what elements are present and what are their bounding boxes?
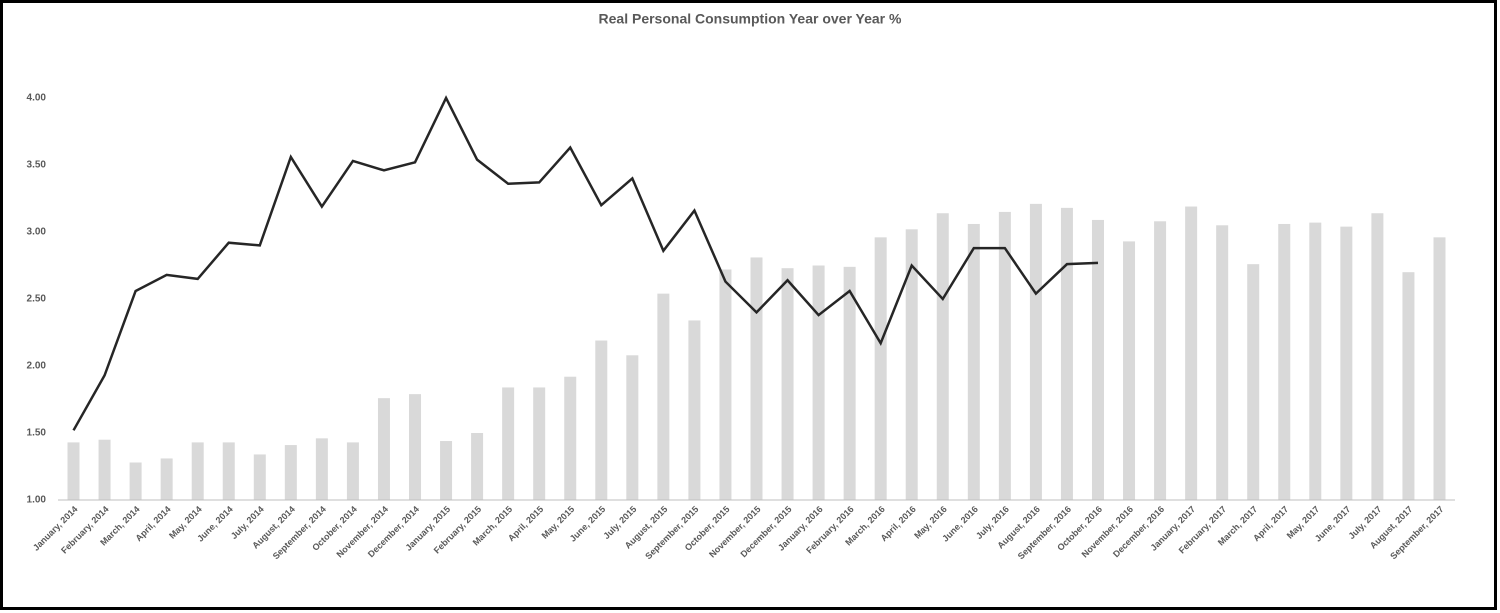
bar <box>1060 207 1073 500</box>
y-tick-label: 2.50 <box>27 294 47 305</box>
bar <box>284 445 297 500</box>
bar <box>1371 213 1384 501</box>
bar <box>874 237 887 501</box>
bar <box>1247 264 1260 500</box>
bar <box>409 394 422 500</box>
y-tick-label: 4.00 <box>27 93 47 104</box>
bar <box>253 454 266 500</box>
bar <box>626 355 639 500</box>
bar <box>440 441 453 500</box>
bar <box>750 257 763 500</box>
bar <box>719 269 732 500</box>
bar <box>1278 223 1291 500</box>
bar <box>1433 237 1446 501</box>
y-tick-label: 1.50 <box>27 428 47 439</box>
bar <box>967 223 980 500</box>
bar <box>222 442 235 500</box>
bar <box>471 433 484 500</box>
bar <box>1029 203 1042 501</box>
bar <box>533 387 546 500</box>
bar <box>936 213 949 501</box>
bar <box>905 229 918 500</box>
bar <box>1309 222 1322 500</box>
bar <box>595 340 608 500</box>
bar <box>812 265 825 500</box>
chart-title: Real Personal Consumption Year over Year… <box>599 11 902 27</box>
bar <box>315 438 328 500</box>
bar <box>1154 221 1167 500</box>
bar <box>502 387 515 500</box>
bar <box>98 439 111 500</box>
bar <box>346 442 359 500</box>
bar <box>1402 272 1415 500</box>
bar <box>657 293 670 500</box>
bar <box>191 442 204 500</box>
y-tick-label: 2.00 <box>27 361 47 372</box>
bar <box>1123 241 1136 500</box>
bar <box>843 266 856 500</box>
bar <box>67 442 80 500</box>
y-tick-label: 1.00 <box>27 495 47 506</box>
bar <box>781 268 794 500</box>
bar <box>998 211 1011 500</box>
bar <box>160 458 173 500</box>
bar <box>377 398 390 500</box>
y-tick-label: 3.50 <box>27 160 47 171</box>
bar <box>688 320 701 500</box>
bar <box>564 376 577 500</box>
bar <box>1340 226 1353 500</box>
bar <box>129 462 142 500</box>
bar <box>1091 219 1104 500</box>
line <box>72 95 1099 431</box>
bar <box>1185 206 1198 501</box>
y-tick-label: 3.00 <box>27 227 47 238</box>
bar <box>1216 225 1229 501</box>
